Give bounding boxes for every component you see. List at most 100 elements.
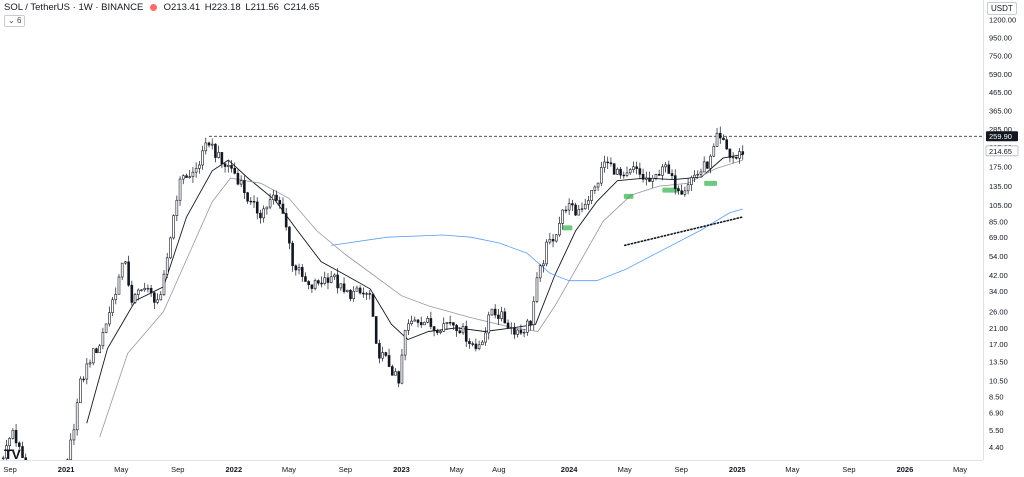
candle	[509, 322, 513, 335]
candle	[17, 441, 21, 449]
candle	[725, 136, 728, 150]
candle-body-up	[522, 331, 526, 334]
candle	[429, 311, 433, 330]
candle-body-up	[654, 173, 658, 179]
candle-body-up	[124, 261, 127, 264]
candle	[567, 198, 571, 215]
candle	[461, 323, 465, 335]
candle	[670, 169, 674, 180]
candle-body-down	[452, 322, 455, 326]
candle-body-up	[731, 156, 735, 159]
candle	[143, 282, 146, 292]
candle-body-down	[275, 194, 278, 201]
candle	[111, 296, 114, 316]
indicators-toggle[interactable]: ⌄ 6	[4, 15, 26, 27]
moving-average-3	[331, 208, 743, 282]
candle-body-down	[130, 284, 134, 303]
candle-body-down	[307, 281, 310, 286]
candle	[162, 270, 166, 296]
candle	[329, 271, 333, 284]
candle	[419, 316, 423, 328]
candle	[432, 326, 436, 337]
candle-body-down	[571, 203, 574, 206]
candle-body-up	[72, 429, 76, 441]
x-tick-label: Sep	[339, 465, 352, 474]
candle-body-up	[583, 204, 587, 210]
candle-body-up	[98, 345, 101, 354]
candle	[513, 322, 516, 339]
candle-body-down	[471, 343, 474, 345]
candle-body-up	[156, 299, 159, 303]
ohlc-readout: O213.41 H223.18 L211.56 C214.65	[164, 2, 322, 13]
open-value: O213.41	[163, 2, 201, 13]
candle-body-up	[198, 164, 201, 169]
candle	[596, 182, 600, 191]
candle	[554, 234, 558, 243]
candle	[686, 178, 690, 195]
symbol-title[interactable]: SOL / TetherUS · 1W · BINANCE	[4, 2, 144, 13]
candle	[455, 323, 458, 337]
candle	[249, 197, 253, 205]
candle-body-up	[381, 352, 384, 359]
candle-body-down	[294, 265, 298, 271]
candle-body-down	[21, 446, 24, 458]
candle	[661, 164, 664, 181]
candle-body-up	[239, 180, 243, 185]
y-tick-label: 85.00	[989, 217, 1008, 226]
candle-body-up	[226, 165, 230, 167]
candle	[722, 134, 725, 141]
x-tick-label: May	[618, 465, 632, 474]
candle-body-up	[297, 267, 301, 271]
y-tick-label: 6.90	[989, 409, 1004, 418]
y-tick-label: 175.00	[989, 162, 1012, 171]
candle	[426, 315, 429, 324]
candle	[69, 433, 73, 461]
candle	[712, 143, 716, 158]
candle	[272, 190, 275, 205]
candle	[558, 216, 561, 237]
candle-body-down	[304, 276, 307, 282]
candle-body-down	[519, 329, 523, 334]
candle	[11, 428, 15, 440]
candle	[445, 322, 449, 330]
candle	[362, 287, 365, 298]
candle-body-up	[538, 265, 542, 279]
candle	[281, 197, 285, 214]
candle-body-down	[230, 165, 233, 169]
candle-body-up	[561, 209, 564, 224]
candle	[124, 260, 127, 265]
candle	[532, 296, 536, 331]
candle-body-down	[236, 173, 240, 185]
candle	[1, 455, 5, 460]
candle	[673, 169, 677, 195]
candle-body-up	[169, 237, 172, 259]
candle-body-down	[252, 201, 256, 203]
candle	[24, 453, 28, 461]
y-tick-label: 750.00	[989, 52, 1012, 61]
candle-body-up	[487, 314, 491, 334]
candle	[423, 321, 426, 326]
candle-body-down	[317, 280, 320, 284]
candle	[95, 347, 98, 354]
candle-body-up	[558, 223, 561, 236]
candle	[5, 439, 8, 460]
y-tick-label: 8.50	[989, 393, 1004, 402]
chart-legend: SOL / TetherUS · 1W · BINANCE O213.41 H2…	[4, 2, 322, 13]
candle	[400, 349, 404, 385]
candle-body-up	[172, 215, 175, 239]
candle-body-down	[416, 319, 420, 323]
candle	[474, 338, 478, 352]
candle	[201, 145, 204, 170]
candle-body-up	[702, 161, 706, 173]
candle	[365, 291, 368, 300]
candle	[313, 278, 317, 291]
currency-button[interactable]: USDT	[987, 2, 1017, 15]
candle-body-down	[291, 242, 294, 267]
candle-body-up	[329, 276, 333, 283]
y-tick-label: 54.00	[989, 252, 1008, 261]
candle	[516, 328, 519, 338]
candle-body-down	[612, 163, 616, 175]
candle-body-up	[545, 241, 548, 265]
candle-body-down	[706, 161, 709, 169]
